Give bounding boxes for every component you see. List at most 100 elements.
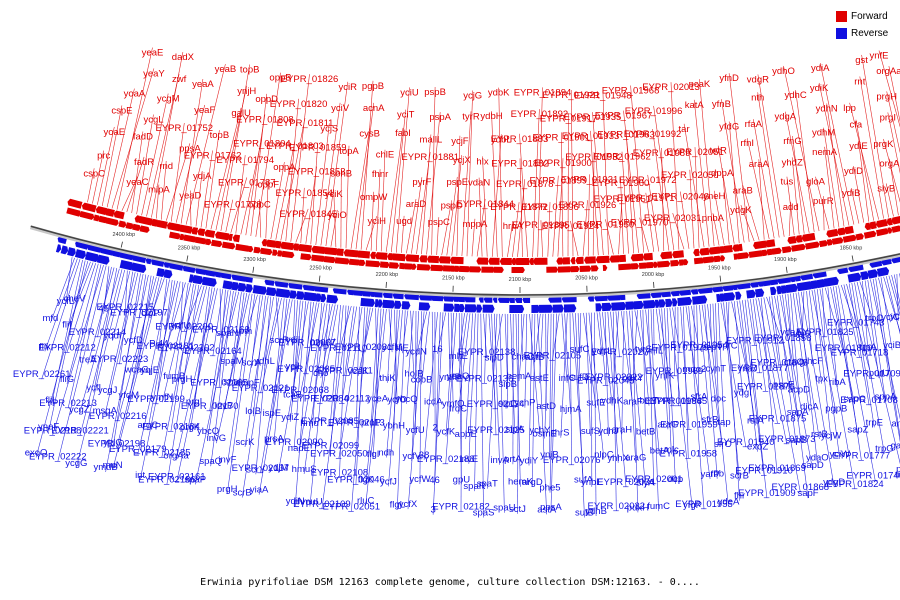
forward-gene-label: EYPR_01932 (565, 152, 623, 163)
reverse-gene-label: cobB (411, 374, 433, 385)
reverse-gene-label: hmuT (300, 418, 324, 429)
forward-gene-label: yneH (703, 191, 725, 202)
forward-gene-label: yfdG (719, 122, 739, 133)
reverse-gene-label: tpx (815, 374, 828, 385)
reverse-gene-label: EYPR_01959 (660, 420, 718, 431)
forward-gene-label: prgH (876, 91, 897, 102)
reverse-gene-label: astA (537, 504, 557, 515)
forward-gene-label: zwf (172, 74, 187, 85)
forward-gene-label: cfa (850, 120, 863, 131)
ruler-tick-label: 2000 kbp (642, 272, 665, 278)
reverse-gene-label: ydhL (592, 346, 613, 357)
forward-gene-label: EYPR_01970 (611, 218, 669, 229)
reverse-gene-label: flif (62, 320, 72, 331)
reverse-gene-label: yhhX (607, 453, 629, 464)
reverse-gene-label: prsA (264, 434, 284, 445)
reverse-gene-label: EYPR_02179 (109, 444, 167, 455)
ruler-tick-label: 1850 kbp (840, 246, 863, 252)
reverse-gene-label: yciB (883, 340, 900, 351)
forward-gene-label: EYPR_01752 (156, 123, 214, 134)
reverse-gene-label: EYPR_01912 (726, 336, 784, 347)
reverse-gene-label: ydfU (171, 321, 191, 332)
reverse-gene-label: EYPR_01955 (675, 499, 733, 510)
reverse-gene-label: holB (404, 369, 423, 380)
reverse-gene-label: sipB (498, 379, 516, 390)
reverse-gene-label: ycgJ (98, 385, 118, 396)
forward-gene-label: EYPR_01859 (289, 143, 347, 154)
reverse-gene-label: EYPR_02113 (328, 418, 385, 429)
reverse-gene-label: EYPR_02188 (24, 425, 82, 436)
reverse-gene-label: flgL (390, 499, 405, 510)
reverse-gene-label: prgH (172, 374, 193, 385)
reverse-gene-label: EYPR_01708 (840, 395, 898, 406)
forward-gene-label: yciU (400, 87, 419, 98)
reverse-gene-label: EYPR_01873 (758, 434, 816, 445)
genome-backbone (29, 225, 900, 298)
forward-gene-label: EYPR_01926 (559, 200, 617, 211)
reverse-gene-label: ansA (891, 418, 900, 429)
reverse-gene-label: yneF (38, 422, 59, 433)
reverse-gene-label: ydhL (254, 356, 275, 367)
forward-gene-label: yciO (328, 210, 347, 221)
forward-gene-label: EYPR_01899 (530, 176, 588, 187)
reverse-gene-label: yciW (830, 449, 851, 460)
reverse-gene-label: infC (559, 373, 576, 384)
forward-gene-label: ynjH (237, 86, 256, 97)
reverse-gene-label: ydhB (585, 506, 607, 517)
forward-gene-label: pspC (428, 217, 450, 228)
reverse-gene-label: EYPR_02212 (38, 342, 96, 353)
forward-gene-label: EYPR_01960 (592, 178, 650, 189)
reverse-gene-label: ycfJ (380, 476, 397, 487)
reverse-gene-label: EYPR_02216 (89, 411, 147, 422)
reverse-gene-label: ppsA (540, 502, 562, 513)
forward-gene-label: yeaC (126, 177, 148, 188)
forward-gene-label: yhdZ (782, 157, 803, 168)
reverse-gene-label: orgAa (163, 450, 189, 461)
reverse-gene-label: ydeA (718, 497, 740, 508)
reverse-gene-label: sapZ (847, 425, 868, 436)
forward-gene-label: topB (240, 65, 260, 76)
reverse-gene-label: EYPR_02184 (142, 422, 200, 433)
reverse-gene-label: sufC (570, 344, 590, 355)
ruler-tick (785, 266, 788, 273)
ruler-tick-label: 2150 kbp (442, 276, 465, 282)
forward-gene-label: EYPR_01881 (401, 152, 459, 163)
forward-gene-label: ydjA (193, 171, 212, 182)
forward-gene-label: pyrF (412, 177, 431, 188)
reverse-gene-label: yniB (540, 449, 558, 460)
reverse-gene-label: ycfK (437, 426, 456, 437)
reverse-gene-label: astD (536, 401, 556, 412)
reverse-gene-label: scrB (730, 471, 749, 482)
reverse-gene-label: EYPR_01743 (827, 317, 885, 328)
reverse-gene-label: spaI (223, 377, 241, 388)
forward-gene-label: EYPR_01935 (564, 112, 622, 123)
reverse-gene-label: yfdM (119, 390, 140, 401)
reverse-gene-label: ychY (529, 425, 551, 436)
reverse-gene-label: spaT (477, 479, 498, 490)
reverse-gene-label: doc (711, 394, 727, 405)
forward-gene-label: oppF (257, 180, 279, 191)
reverse-gene-label: ydaA (780, 327, 802, 338)
forward-gene-label: chlE (376, 150, 394, 161)
reverse-gene-label: thrS (552, 428, 569, 439)
reverse-gene-label: EYPR_02068 (271, 385, 329, 396)
reverse-gene-label: trpD (895, 470, 900, 481)
reverse-gene-label: sapD (802, 460, 824, 471)
reverse-gene-label: EYPR_02084 (291, 394, 349, 405)
backbone-shadow (29, 225, 900, 298)
forward-gene-label: ppsA (179, 143, 201, 154)
forward-gene-label: EYPR_01804 (233, 139, 291, 150)
ruler-tick-label: 2350 kbp (178, 246, 201, 252)
forward-gene-label: ydiK (810, 83, 829, 94)
forward-gene-label: EYPR_01894 (514, 87, 572, 98)
forward-gene-label: oppC (248, 199, 271, 210)
forward-gene-label: yeaA (192, 79, 214, 90)
reverse-gene-label: pspF (773, 379, 794, 390)
reverse-gene-label: prgK (180, 422, 201, 433)
reverse-gene-label: ynfK (655, 370, 675, 381)
reverse-gene-label: EYPR_02110 (310, 343, 367, 354)
reverse-gene-label: EYPR_01984 (644, 396, 702, 407)
forward-gene-label: nth (751, 92, 764, 103)
ruler-tick (851, 255, 854, 262)
reverse-gene-label: EYPR_02185 (133, 447, 191, 458)
